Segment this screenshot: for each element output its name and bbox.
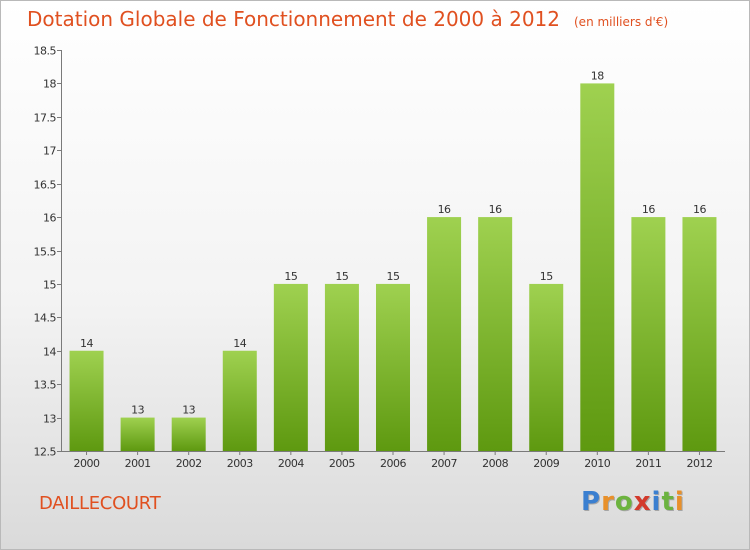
bar bbox=[478, 217, 513, 451]
data-label: 16 bbox=[489, 203, 502, 216]
data-label: 15 bbox=[387, 270, 400, 283]
logo-letter: i bbox=[674, 487, 685, 517]
x-tick-label: 2011 bbox=[635, 457, 661, 470]
y-tick-label: 14.5 bbox=[34, 312, 57, 325]
bar bbox=[120, 417, 155, 451]
data-label: 16 bbox=[642, 203, 655, 216]
bar bbox=[682, 217, 717, 451]
bar bbox=[376, 283, 410, 451]
logo-letter: o bbox=[614, 487, 634, 517]
y-tick-label: 15.5 bbox=[34, 246, 57, 259]
y-tick-label: 14 bbox=[43, 346, 56, 359]
logo-letter: r bbox=[601, 487, 615, 517]
y-tick-label: 12.5 bbox=[34, 446, 57, 459]
x-tick-label: 2005 bbox=[329, 457, 355, 470]
x-tick-label: 2001 bbox=[125, 457, 151, 470]
y-tick-label: 13.5 bbox=[34, 379, 57, 392]
logo-letter: t bbox=[661, 487, 675, 517]
proxiti-logo: Proxiti bbox=[581, 487, 685, 517]
commune-name: DAILLECOURT bbox=[39, 493, 161, 514]
x-tick-label: 2006 bbox=[380, 457, 406, 470]
x-tick-label: 2004 bbox=[278, 457, 304, 470]
chart-title: Dotation Globale de Fonctionnement de 20… bbox=[27, 7, 668, 31]
x-tick-label: 2000 bbox=[74, 457, 100, 470]
bar bbox=[427, 217, 462, 451]
data-label: 15 bbox=[540, 270, 553, 283]
chart-subtitle: (en milliers d'€) bbox=[574, 15, 669, 29]
x-tick-label: 2003 bbox=[227, 457, 253, 470]
data-label: 14 bbox=[233, 337, 246, 350]
y-tick-label: 18.5 bbox=[34, 45, 57, 58]
data-label: 18 bbox=[591, 69, 604, 82]
bar bbox=[222, 350, 257, 451]
bar bbox=[324, 283, 359, 451]
y-tick-label: 16.5 bbox=[34, 179, 57, 192]
bar bbox=[529, 283, 564, 451]
data-label: 13 bbox=[182, 404, 195, 417]
data-label: 15 bbox=[335, 270, 348, 283]
logo-letter: P bbox=[581, 487, 602, 517]
logo-letter: x bbox=[633, 487, 652, 517]
bar bbox=[273, 283, 308, 451]
x-tick-label: 2009 bbox=[533, 457, 559, 470]
data-label: 15 bbox=[284, 270, 297, 283]
x-tick-label: 2002 bbox=[176, 457, 202, 470]
data-label: 16 bbox=[693, 203, 706, 216]
y-tick-label: 18 bbox=[43, 78, 56, 91]
bar bbox=[171, 417, 206, 451]
bars: 14 13 13 14 15 15 15 16 16 15 18 16 16 bbox=[69, 69, 717, 452]
data-label: 14 bbox=[80, 337, 93, 350]
y-tick-label: 17 bbox=[43, 145, 56, 158]
logo-letter: i bbox=[651, 487, 662, 517]
y-ticks: 12.5 13 13.5 14 14.5 15 15.5 16 16.5 17 17.5 18 18.5 bbox=[34, 45, 61, 459]
x-tick-label: 2010 bbox=[584, 457, 610, 470]
data-label: 13 bbox=[131, 404, 144, 417]
x-tick-label: 2008 bbox=[482, 457, 508, 470]
title-text: Dotation Globale de Fonctionnement de 20… bbox=[27, 7, 560, 31]
bar bbox=[580, 83, 615, 452]
y-tick-label: 15 bbox=[43, 279, 56, 292]
x-tick-label: 2007 bbox=[431, 457, 457, 470]
bar bbox=[69, 350, 104, 451]
x-tick-label: 2012 bbox=[686, 457, 712, 470]
x-tick-labels: 2000 2001 2002 2003 2004 2005 2006 2007 2008 2009… bbox=[74, 451, 713, 470]
y-tick-label: 17.5 bbox=[34, 112, 57, 125]
y-tick-label: 16 bbox=[43, 212, 56, 225]
bar bbox=[631, 217, 666, 451]
data-label: 16 bbox=[438, 203, 451, 216]
y-tick-label: 13 bbox=[43, 413, 56, 426]
